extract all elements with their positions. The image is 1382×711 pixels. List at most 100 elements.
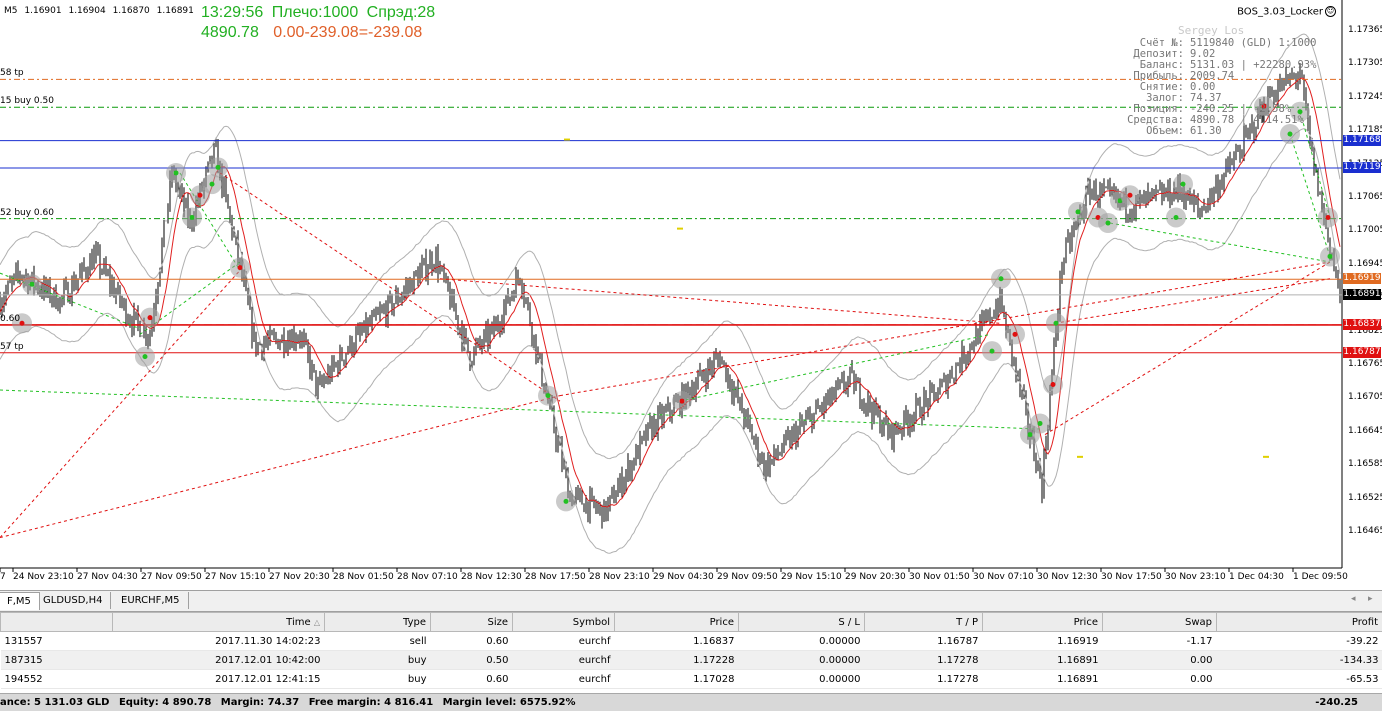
price-axis-label: 1.16525: [1348, 493, 1382, 503]
price-axis-label: 1.16945: [1348, 259, 1382, 269]
open-price: 1.17228: [615, 651, 739, 670]
order-id: 194552: [1, 670, 113, 689]
trade-link-line: [220, 173, 560, 401]
symbol-timeframe: M5: [4, 6, 18, 16]
trade-marker-dot: [1038, 421, 1043, 426]
price-axis-label: 1.16765: [1348, 359, 1382, 369]
tabs-scroll-right-icon[interactable]: ▸: [1368, 594, 1373, 604]
trade-marker-dot: [546, 393, 551, 398]
time-axis-label: 28 Nov 23:10: [589, 572, 650, 582]
trade-link-line: [0, 396, 560, 538]
trade-marker-dot: [1028, 432, 1033, 437]
chart-tabs: F,M5 GLDUSD,H4 EURCHF,M5 ◂ ▸: [0, 590, 1382, 612]
order-size: 0.60: [431, 632, 513, 651]
trade-marker-dot: [143, 354, 148, 359]
ohlc-readout: M5 1.16901 1.16904 1.16870 1.16891: [4, 6, 198, 16]
expert-advisor-name[interactable]: BOS_3.03_Locker☺: [1237, 6, 1336, 18]
tabs-scroll-left-icon[interactable]: ◂: [1351, 594, 1356, 604]
account-key: Объем:: [1112, 126, 1184, 137]
current-price: 1.16919: [983, 632, 1103, 651]
price-tag: 1.16837: [1343, 319, 1381, 330]
price-tag: 1.17119: [1343, 162, 1381, 173]
take-profit: 1.16787: [865, 632, 983, 651]
col-sl[interactable]: S / L: [739, 613, 865, 632]
tab-label: EURCHF,M5: [121, 595, 180, 606]
time-axis-label: 29 Nov 20:30: [845, 572, 906, 582]
col-time[interactable]: Time △: [113, 613, 325, 632]
profit: -134.33: [1217, 651, 1382, 670]
status-free-margin: Free margin: 4 816.41: [309, 697, 433, 708]
trade-marker-dot: [1054, 321, 1059, 326]
table-row[interactable]: 187315 2017.12.01 10:42:00 buy 0.50 eurc…: [1, 651, 1382, 670]
time-axis-label: 28 Nov 17:50: [525, 572, 586, 582]
price-axis-label: 1.17005: [1348, 225, 1382, 235]
col-current-price[interactable]: Price: [983, 613, 1103, 632]
price-tag: 1.17168: [1343, 135, 1381, 146]
table-row[interactable]: 194552 2017.12.01 12:41:15 buy 0.60 eurc…: [1, 670, 1382, 689]
account-owner: Sergey Los: [1178, 24, 1244, 37]
trade-marker-dot: [148, 315, 153, 320]
trade-marker-dot: [20, 321, 25, 326]
col-profit[interactable]: Profit: [1217, 613, 1382, 632]
open-time: 2017.12.01 12:41:15: [113, 670, 325, 689]
col-size[interactable]: Size: [431, 613, 513, 632]
price-chart[interactable]: M5 1.16901 1.16904 1.16870 1.16891 13:29…: [0, 0, 1382, 590]
order-size: 0.50: [431, 651, 513, 670]
stop-loss: 0.00000: [739, 632, 865, 651]
status-margin: Margin: 74.37: [221, 697, 299, 708]
ohlc-high: 1.16904: [68, 6, 105, 16]
time-axis-label: 30 Nov 01:50: [909, 572, 970, 582]
time-axis-label: 30 Nov 23:10: [1165, 572, 1226, 582]
status-total-profit: -240.25: [1315, 694, 1358, 711]
col-symbol[interactable]: Symbol: [513, 613, 615, 632]
time-axis-label: 28 Nov 07:10: [397, 572, 458, 582]
price-axis-label: 1.16465: [1348, 526, 1382, 536]
order-symbol: eurchf: [513, 651, 615, 670]
stop-loss: 0.00000: [739, 651, 865, 670]
time-axis-label: 24 Nov 23:10: [13, 572, 74, 582]
time-axis-label: 28 Nov 01:50: [333, 572, 394, 582]
ohlc-close: 1.16891: [157, 6, 194, 16]
col-tp[interactable]: T / P: [865, 613, 983, 632]
time-axis-label: 27 Nov 04:30: [77, 572, 138, 582]
trade-marker-dot: [1181, 182, 1186, 187]
tab-eurchf-m5[interactable]: F,M5: [0, 592, 40, 610]
smiley-icon[interactable]: ☺: [1325, 6, 1336, 17]
spread-label: Спрэд:28: [367, 4, 436, 21]
time-axis-label: 29 Nov 09:50: [717, 572, 778, 582]
tab-eurchf-m5-2[interactable]: EURCHF,M5: [113, 592, 189, 609]
trade-marker-dot: [680, 399, 685, 404]
col-order[interactable]: [1, 613, 113, 632]
status-equity: Equity: 4 890.78: [119, 697, 211, 708]
trade-marker-dot: [564, 499, 569, 504]
price-axis-label: 1.17305: [1348, 58, 1382, 68]
time-axis-label: 27 Nov 09:50: [141, 572, 202, 582]
price-axis-label: 1.16585: [1348, 459, 1382, 469]
level-label: 0.60: [0, 314, 20, 324]
tab-gldusd-h4[interactable]: GLDUSD,H4: [35, 592, 111, 609]
price-axis-label: 1.17245: [1348, 92, 1382, 102]
price-tag: 1.16919: [1343, 273, 1381, 284]
time-axis-label: 7: [0, 572, 6, 582]
trade-marker-dot: [30, 282, 35, 287]
level-label: 15 buy 0.50: [0, 96, 54, 106]
trades-table: Time △ Type Size Symbol Price S / L T / …: [0, 612, 1382, 689]
trade-link-line: [0, 270, 240, 537]
price-axis-label: 1.17065: [1348, 192, 1382, 202]
take-profit: 1.17278: [865, 670, 983, 689]
col-type[interactable]: Type: [325, 613, 431, 632]
ea-equity-line: 4890.78 0.00-239.08=-239.08: [201, 24, 422, 42]
trade-link-line: [0, 390, 1040, 429]
trade-marker-dot: [210, 182, 215, 187]
col-swap[interactable]: Swap: [1103, 613, 1217, 632]
table-row[interactable]: 131557 2017.11.30 14:02:23 sell 0.60 eur…: [1, 632, 1382, 651]
time-axis-label: 27 Nov 15:10: [205, 572, 266, 582]
level-label: 52 buy 0.60: [0, 208, 54, 218]
current-price: 1.16891: [983, 651, 1103, 670]
time-axis-label: 27 Nov 20:30: [269, 572, 330, 582]
open-price: 1.17028: [615, 670, 739, 689]
col-open-price[interactable]: Price: [615, 613, 739, 632]
pl-value: 0.00-239.08=-239.08: [273, 24, 422, 41]
price-axis-label: 1.16645: [1348, 426, 1382, 436]
